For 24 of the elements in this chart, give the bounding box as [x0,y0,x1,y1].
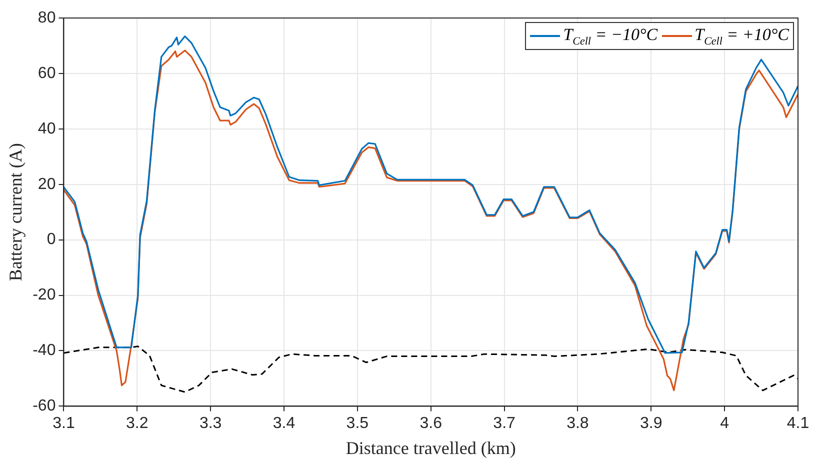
x-tick-label: 3.6 [420,415,442,432]
x-tick-label: 3.4 [272,415,296,432]
y-tick-label: -40 [32,342,56,360]
y-tick-label: 80 [38,9,56,26]
y-tick-label: 0 [46,231,56,248]
y-tick-label: 20 [38,176,56,193]
x-tick-label: 3.7 [493,415,516,432]
line-series [64,346,798,393]
x-tick-label: 3.2 [126,415,148,432]
y-axis-title: Battery current (A) [6,143,26,282]
x-tick-label: 4.1 [786,415,810,432]
y-tick-label: 60 [38,64,56,82]
y-tick-label: -20 [32,286,56,304]
legend-label: T$_{Cell}$ = −10°C [563,25,658,48]
x-tick-label: 4 [720,415,730,432]
x-tick-label: 3.9 [640,415,662,432]
x-tick-label: 3.1 [52,415,75,432]
x-tick-label: 3.5 [346,415,369,432]
legend-label: T$_{Cell}$ = +10°C [694,25,789,48]
x-tick-label: 3.8 [566,415,589,432]
x-axis-title: Distance travelled (km) [346,438,516,458]
y-tick-label: 40 [38,120,56,138]
y-tick-label: -60 [32,398,56,415]
x-tick-label: 3.3 [199,415,222,432]
